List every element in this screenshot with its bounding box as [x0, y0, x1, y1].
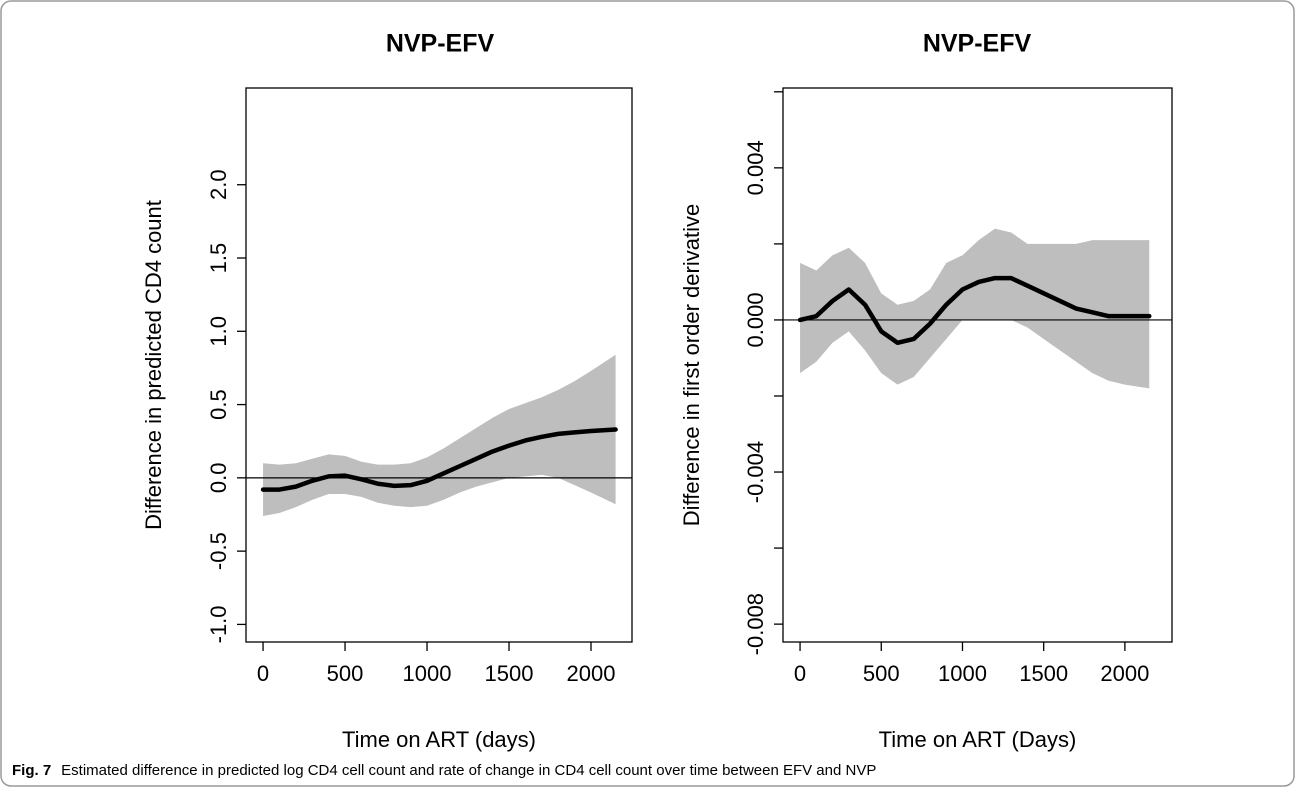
x-axis-title: Time on ART (days) [342, 727, 536, 752]
y-tick-label: 0.004 [743, 140, 768, 195]
y-tick-label: -0.004 [743, 441, 768, 503]
caption-text: Estimated difference in predicted log CD… [61, 762, 876, 779]
y-tick-label: 1.5 [206, 243, 231, 274]
chart-title: NVP-EFV [923, 30, 1032, 58]
y-tick-label: 2.0 [206, 169, 231, 200]
x-tick-label: 1000 [403, 661, 452, 686]
chart-title: NVP-EFV [386, 30, 495, 58]
x-axis-title: Time on ART (Days) [879, 727, 1077, 752]
caption: Fig. 7 Estimated difference in predicted … [12, 762, 876, 779]
x-tick-label: 1500 [485, 661, 534, 686]
estimate-line [797, 275, 1152, 346]
confidence-band [800, 228, 1150, 389]
y-tick-label: -1.0 [206, 605, 231, 643]
y-tick-label: -0.5 [206, 532, 231, 570]
x-tick-label: 1500 [1019, 661, 1068, 686]
caption-label: Fig. 7 [12, 762, 51, 779]
y-tick-label: -0.008 [743, 593, 768, 655]
plot-frame [245, 87, 633, 643]
y-tick-label: 0.5 [206, 389, 231, 420]
x-tick-label: 0 [257, 661, 269, 686]
y-axis-title: Difference in predicted CD4 count [141, 200, 166, 530]
x-tick-label: 0 [794, 661, 806, 686]
x-tick-label: 1000 [938, 661, 987, 686]
x-tick-label: 2000 [1100, 661, 1149, 686]
y-axis-title: Difference in first order derivative [679, 204, 704, 526]
y-tick-label: 0.000 [743, 292, 768, 347]
y-tick-label: 0.0 [206, 463, 231, 494]
plot-frame [782, 87, 1173, 643]
estimate-line [260, 427, 618, 492]
y-tick-label: 1.0 [206, 316, 231, 347]
x-tick-label: 500 [327, 661, 364, 686]
x-tick-label: 500 [863, 661, 900, 686]
x-tick-label: 2000 [567, 661, 616, 686]
